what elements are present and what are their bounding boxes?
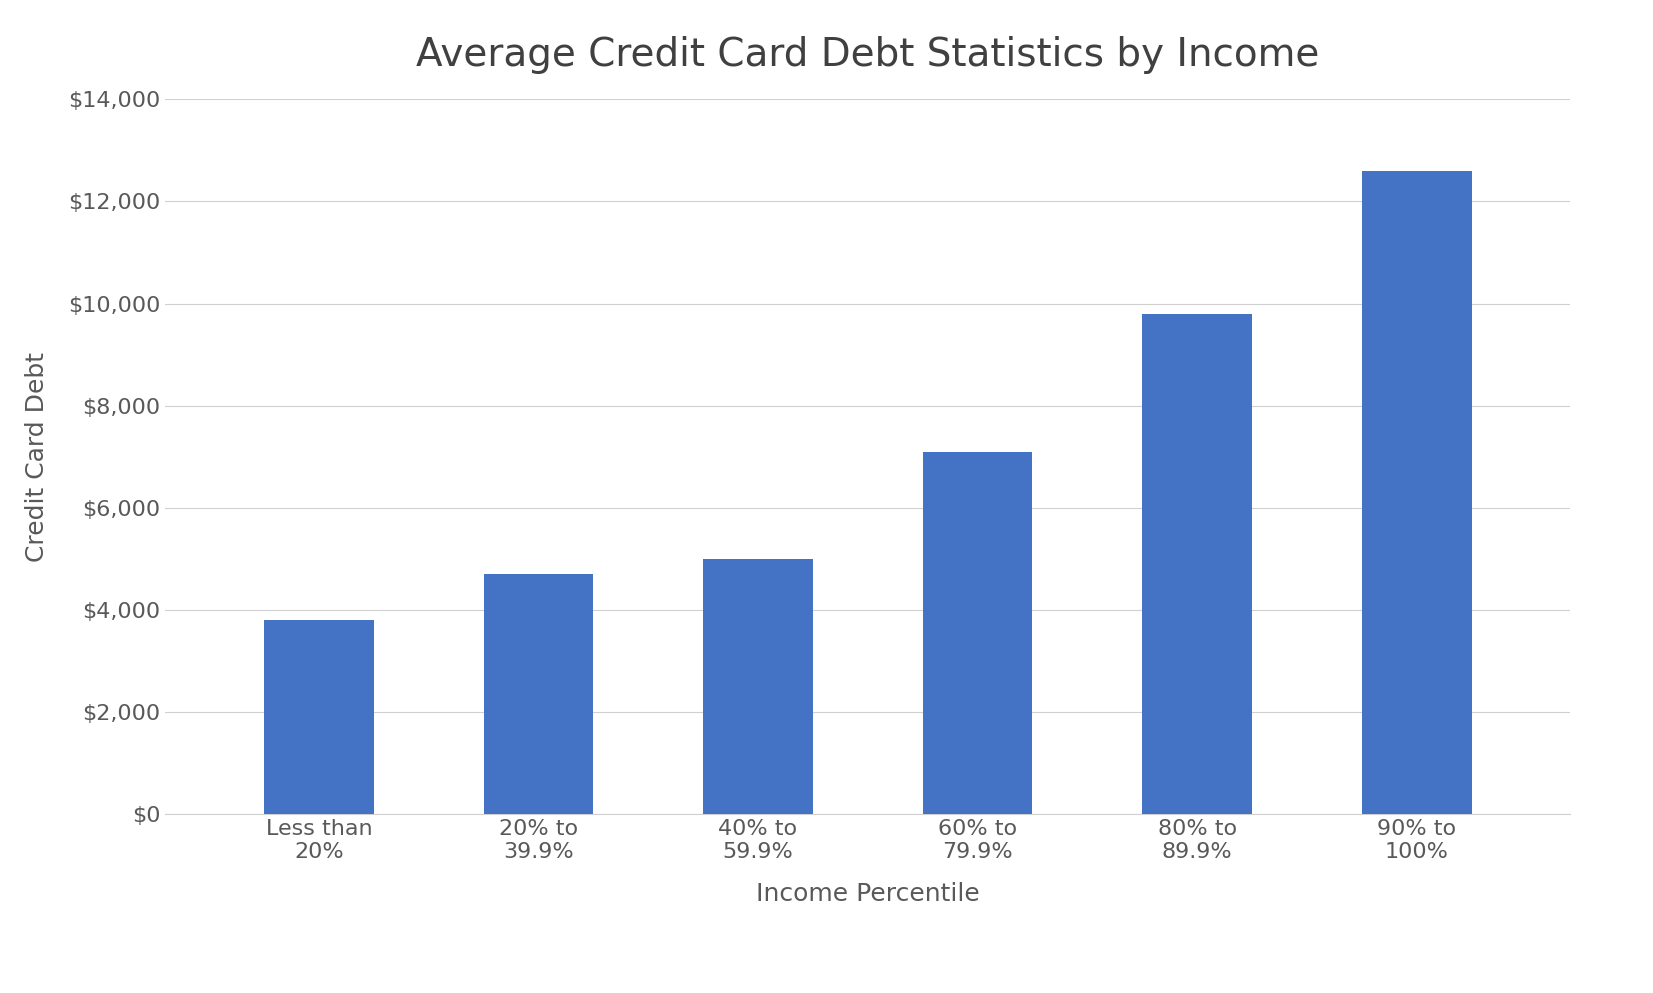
Title: Average Credit Card Debt Statistics by Income: Average Credit Card Debt Statistics by I… <box>417 36 1319 73</box>
Bar <box>922 452 1033 814</box>
Bar <box>703 559 813 814</box>
Y-axis label: Credit Card Debt: Credit Card Debt <box>25 352 48 562</box>
Bar <box>1142 314 1251 814</box>
Bar <box>264 621 374 814</box>
X-axis label: Income Percentile: Income Percentile <box>755 882 980 906</box>
Bar <box>1362 171 1471 814</box>
Bar <box>484 574 593 814</box>
